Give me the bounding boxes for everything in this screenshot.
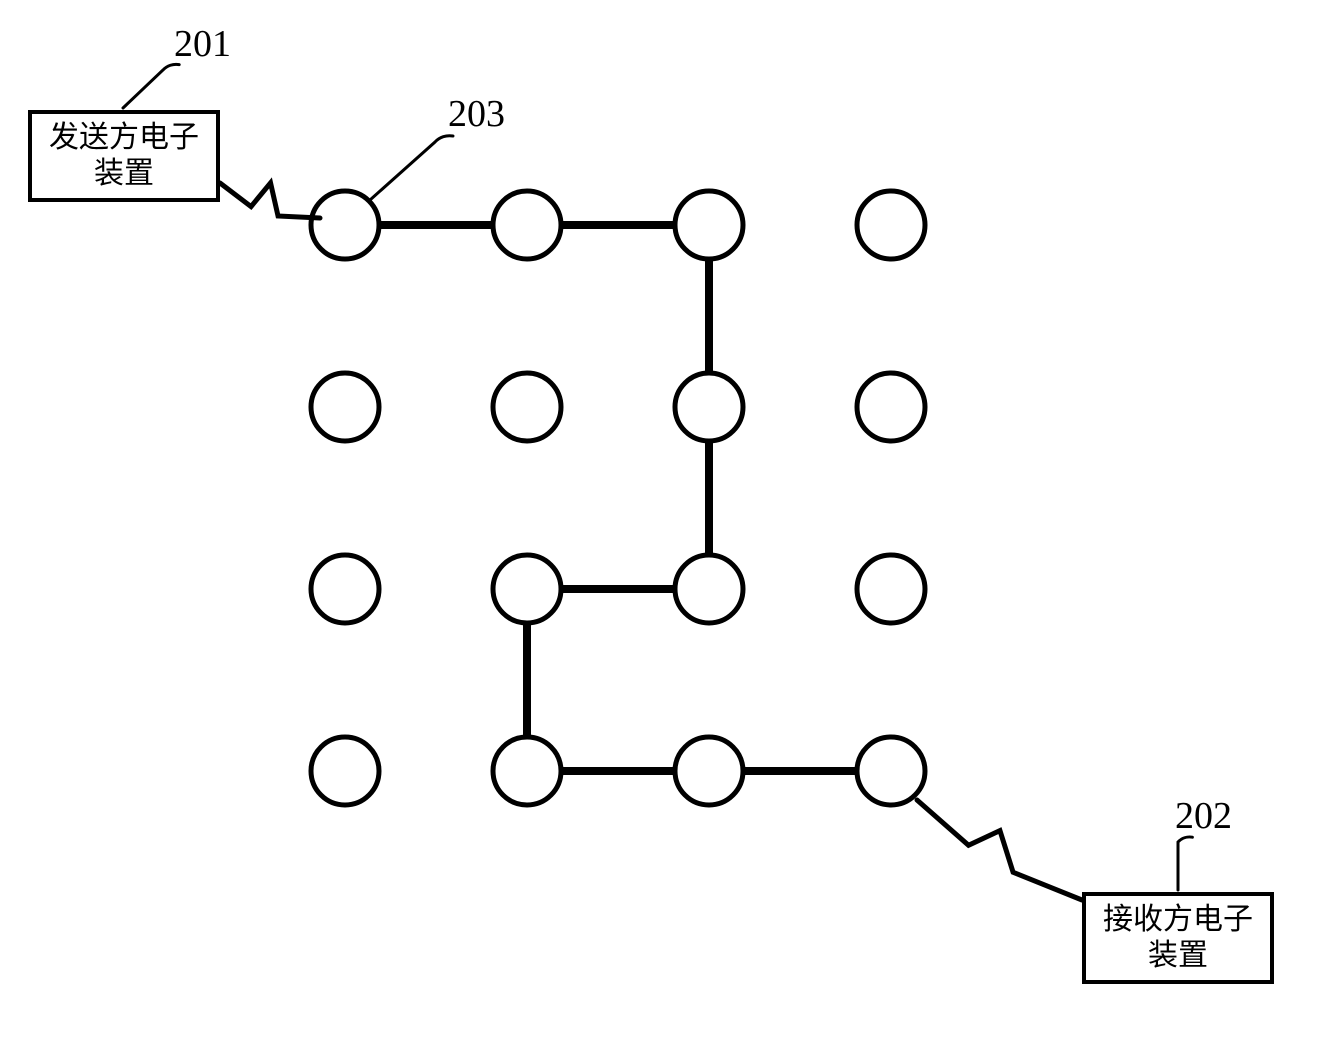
grid-node (857, 191, 925, 259)
grid-node (675, 555, 743, 623)
leader-line (370, 136, 453, 200)
sender-device-box: 发送方电子装置 (28, 110, 220, 202)
grid-node (493, 555, 561, 623)
wireless-link-icon (917, 800, 1082, 900)
grid-node (493, 373, 561, 441)
grid-node (857, 373, 925, 441)
ref-label-202: 202 (1175, 794, 1232, 838)
leader-line (123, 64, 179, 108)
sender-device-label: 发送方电子装置 (49, 120, 199, 192)
grid-node (675, 373, 743, 441)
grid-node (857, 737, 925, 805)
ref-label-203: 203 (448, 92, 505, 136)
grid-node (311, 373, 379, 441)
wireless-link-icon (220, 183, 320, 218)
grid-node (675, 191, 743, 259)
receiver-device-label: 接收方电子装置 (1103, 902, 1253, 974)
grid-node (311, 191, 379, 259)
grid-node (311, 737, 379, 805)
grid-node (493, 191, 561, 259)
grid-node (675, 737, 743, 805)
receiver-device-box: 接收方电子装置 (1082, 892, 1274, 984)
grid-node (311, 555, 379, 623)
grid-node (493, 737, 561, 805)
leader-line (1178, 837, 1192, 890)
ref-label-201: 201 (174, 22, 231, 66)
grid-node (857, 555, 925, 623)
